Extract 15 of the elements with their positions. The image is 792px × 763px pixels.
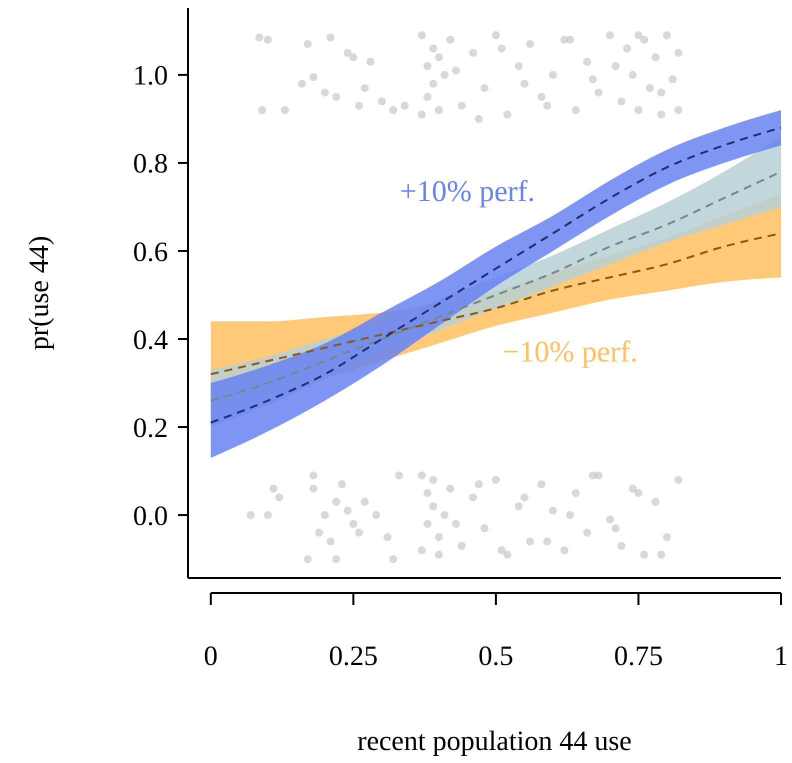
x-axis-title: recent population 44 use (357, 726, 632, 757)
y-tick-label: 0.8 (133, 148, 168, 180)
y-tick-label: 0.0 (133, 500, 168, 532)
x-tick-label: 0.75 (614, 641, 663, 672)
y-axis-title: pr(use 44) (24, 236, 55, 350)
series-label: −10% perf. (502, 336, 638, 369)
x-tick-label: 0.25 (328, 641, 378, 672)
x-tick-label: 1 (774, 641, 788, 672)
y-tick-label: 0.6 (133, 236, 168, 268)
y-tick-label: 0.2 (133, 412, 168, 444)
x-tick-label: 0 (204, 641, 218, 672)
y-tick-label: 1.0 (133, 60, 168, 92)
y-tick-label: 0.4 (133, 324, 168, 356)
x-tick-label: 0.5 (478, 641, 514, 672)
series-label: +10% perf. (400, 175, 536, 208)
